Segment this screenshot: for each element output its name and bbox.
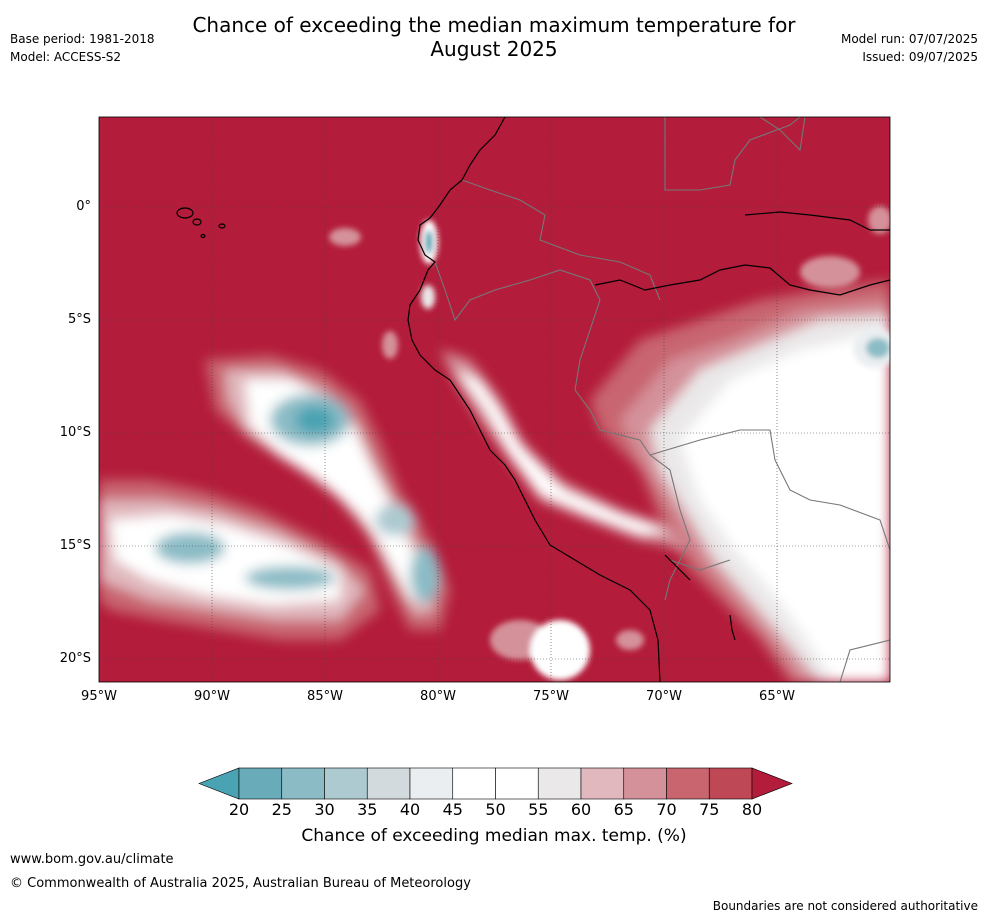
colorbar-segment (452, 767, 496, 800)
colorbar-segment (409, 767, 454, 800)
colorbar-tick-label: 70 (656, 800, 677, 819)
footer-url: www.bom.gov.au/climate (10, 852, 174, 867)
colorbar-tick-label: 25 (271, 800, 292, 819)
colorbar-segment (537, 767, 582, 800)
y-tick-label: 20°S (59, 651, 91, 666)
colorbar-segment (366, 767, 411, 800)
x-tick-label: 90°W (194, 689, 230, 704)
model-name: Model: ACCESS-S2 (10, 50, 122, 64)
colorbar-segment (666, 767, 710, 800)
gridlines (99, 117, 890, 682)
colorbar-segment (281, 767, 325, 800)
colorbar-tick-label: 20 (228, 800, 250, 819)
colorbar-tick-label: 55 (528, 800, 549, 819)
colorbar-segment (580, 767, 625, 800)
probability-field (99, 117, 890, 682)
meta-left: Base period: 1981-2018 Model: ACCESS-S2 (10, 30, 155, 66)
colorbar-tick-label: 65 (613, 800, 634, 819)
meta-right: Model run: 07/07/2025 Issued: 09/07/2025 (841, 30, 978, 66)
model-run: Model run: 07/07/2025 (840, 32, 978, 46)
y-tick-label: 5°S (67, 312, 91, 327)
colorbar (198, 767, 793, 800)
colorbar-segment (495, 767, 539, 800)
x-tick-label: 80°W (420, 689, 456, 704)
colorbar-tick-label: 45 (442, 800, 463, 819)
colorbar-segment (623, 767, 667, 800)
footer-copyright: © Commonwealth of Australia 2025, Austra… (10, 876, 471, 891)
title-line-2: August 2025 (430, 37, 558, 61)
colorbar-tick-label: 30 (314, 800, 335, 819)
colorbar-tick-label: 50 (485, 800, 506, 819)
x-tick-label: 65°W (759, 689, 795, 704)
base-period: Base period: 1981-2018 (10, 32, 155, 46)
y-tick-label: 10°S (59, 425, 91, 440)
x-tick-label: 75°W (533, 689, 569, 704)
colorbar-extend-high (751, 767, 793, 800)
issued-date: Issued: 09/07/2025 (862, 50, 978, 64)
colorbar-tick-label: 40 (399, 800, 421, 819)
footer-disclaimer: Boundaries are not considered authoritat… (712, 899, 978, 913)
colorbar-segment (708, 767, 753, 800)
title-line-1: Chance of exceeding the median maximum t… (192, 13, 796, 37)
colorbar-tick-label: 60 (570, 800, 592, 819)
y-tick-label: 0° (76, 199, 91, 214)
x-tick-label: 70°W (646, 689, 682, 704)
country-boundaries (434, 117, 890, 682)
colorbar-segment (324, 767, 368, 800)
y-tick-label: 15°S (59, 538, 91, 553)
coastline (176, 117, 890, 682)
x-tick-label: 85°W (307, 689, 343, 704)
chart-title: Chance of exceeding the median maximum t… (0, 13, 988, 61)
colorbar-extend-low (198, 767, 240, 800)
colorbar-tick-label: 75 (699, 800, 720, 819)
colorbar-segment (238, 767, 283, 800)
colorbar-label: Chance of exceeding median max. temp. (%… (301, 826, 687, 846)
colorbar-tick-label: 80 (741, 800, 763, 819)
colorbar-tick-label: 35 (357, 800, 378, 819)
x-tick-label: 95°W (81, 689, 117, 704)
